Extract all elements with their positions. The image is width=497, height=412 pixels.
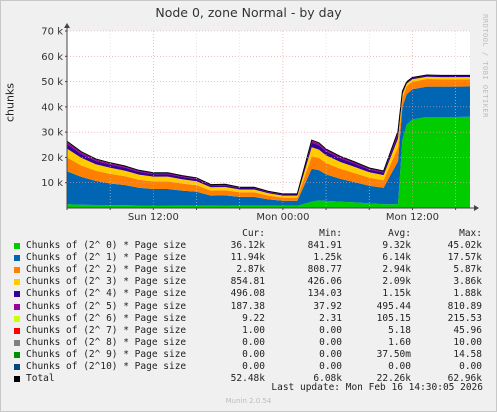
legend-min: 0.00 [319, 361, 342, 373]
y-tick-label: 40 k [41, 102, 63, 113]
legend-name: Chunks of (2^10) * Page size [26, 361, 187, 373]
chart-title: Node 0, zone Normal - by day [155, 5, 342, 20]
legend-name: Chunks of (2^ 8) * Page size [26, 336, 187, 348]
last-update: Last update: Mon Feb 16 14:30:05 2026 [271, 382, 483, 393]
legend-avg: 105.15 [376, 312, 411, 324]
series-area [67, 86, 470, 206]
legend-avg: 5.18 [388, 324, 411, 336]
legend-min: 808.77 [307, 264, 342, 276]
legend-name: Chunks of (2^ 9) * Page size [26, 348, 187, 360]
legend-name: Chunks of (2^ 4) * Page size [26, 288, 187, 300]
legend-header-cur: Cur: [242, 228, 265, 239]
y-tick-label: 10 k [41, 178, 63, 189]
legend-min: 426.06 [307, 276, 342, 288]
legend-swatch [14, 351, 20, 358]
y-tick-label: 60 k [41, 52, 63, 63]
legend-avg: 2.94k [382, 264, 411, 276]
legend-max: 3.86k [453, 276, 482, 288]
legend-cur: 1.00 [242, 324, 265, 336]
legend-min: 841.91 [307, 240, 342, 252]
legend-max: 45.96 [453, 324, 482, 336]
x-tick-label: Mon 12:00 [386, 212, 439, 223]
legend-avg: 37.50m [376, 348, 411, 360]
legend-cur: 36.12k [230, 240, 265, 252]
legend-min: 0.00 [319, 324, 342, 336]
x-tick-label: Sun 12:00 [128, 212, 179, 223]
legend-cur: 187.38 [230, 300, 265, 312]
munin-version: Munin 2.0.54 [225, 397, 272, 405]
legend-min: 6.08k [313, 373, 342, 385]
x-tick-label: Mon 00:00 [256, 212, 309, 223]
legend-swatch [14, 339, 20, 346]
legend-avg: 22.26k [376, 373, 411, 385]
legend-name: Chunks of (2^ 3) * Page size [26, 276, 187, 288]
legend-avg: 1.60 [388, 336, 411, 348]
legend-max: 14.58 [453, 348, 482, 360]
legend-cur: 0.00 [242, 348, 265, 360]
legend-cur: 854.81 [230, 276, 265, 288]
y-tick-label: 70 k [41, 27, 63, 38]
legend-swatch [14, 279, 20, 286]
legend-min: 1.25k [313, 252, 342, 264]
y-tick-label: 20 k [41, 153, 63, 164]
legend-swatch [14, 267, 20, 274]
legend-name: Chunks of (2^ 5) * Page size [26, 300, 187, 312]
legend-name: Chunks of (2^ 0) * Page size [26, 240, 187, 252]
legend-swatch [14, 291, 20, 298]
legend-avg: 2.09k [382, 276, 411, 288]
legend-swatch [14, 303, 20, 310]
legend-name: Chunks of (2^ 6) * Page size [26, 312, 187, 324]
total-line [66, 74, 470, 195]
legend-cur: 0.00 [242, 336, 265, 348]
legend-avg: 1.15k [382, 288, 411, 300]
series-area [67, 116, 470, 208]
legend-cur: 2.87k [236, 264, 265, 276]
stacked-areas [66, 74, 470, 208]
legend-name: Chunks of (2^ 2) * Page size [26, 264, 187, 276]
legend-max: 62.96k [447, 373, 482, 385]
y-tick-label: 30 k [41, 128, 63, 139]
legend-swatch [14, 243, 20, 250]
legend-max: 1.88k [453, 288, 482, 300]
legend-name: Chunks of (2^ 7) * Page size [26, 324, 187, 336]
legend-max: 0.00 [459, 361, 482, 373]
axes: 10 k 20 k 30 k 40 k 50 k 60 k 70 k Sun 12:00 Mon… [41, 23, 479, 223]
legend-name: Chunks of (2^ 1) * Page size [26, 252, 187, 264]
legend-cur: 496.08 [230, 288, 265, 300]
legend-swatch [14, 327, 20, 334]
x-axis-arrow [474, 205, 479, 211]
y-tick-label: 50 k [41, 77, 63, 88]
legend-max: 810.89 [447, 300, 482, 312]
legend-max: 17.57k [447, 252, 482, 264]
y-axis-arrow [64, 23, 70, 28]
legend-avg: 6.14k [382, 252, 411, 264]
legend-avg: 495.44 [376, 300, 411, 312]
legend-header-min: Min: [319, 228, 342, 239]
legend-max: 5.87k [453, 264, 482, 276]
legend-cur: 11.94k [230, 252, 265, 264]
legend-name: Total [26, 373, 55, 385]
legend-cur: 52.48k [230, 373, 265, 385]
legend-cur: 0.00 [242, 361, 265, 373]
legend-min: 0.00 [319, 336, 342, 348]
legend-swatch [14, 255, 20, 262]
legend-min: 2.31 [319, 312, 342, 324]
legend-max: 10.00 [453, 336, 482, 348]
legend-cur: 9.22 [242, 312, 265, 324]
legend-header-avg: Avg: [388, 228, 411, 239]
legend-max: 215.53 [447, 312, 482, 324]
legend-avg: 0.00 [388, 361, 411, 373]
legend-swatch [14, 364, 20, 371]
legend-max: 45.02k [447, 240, 482, 252]
legend-swatch [14, 376, 20, 383]
legend-swatch [14, 315, 20, 322]
legend-avg: 9.32k [382, 240, 411, 252]
legend-min: 0.00 [319, 348, 342, 360]
legend-min: 37.92 [313, 300, 342, 312]
legend-header-max: Max: [459, 228, 482, 239]
legend-min: 134.03 [307, 288, 342, 300]
